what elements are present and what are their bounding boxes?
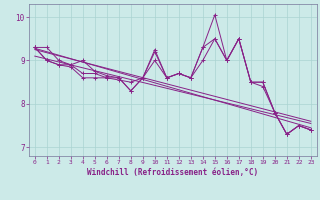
X-axis label: Windchill (Refroidissement éolien,°C): Windchill (Refroidissement éolien,°C) [87,168,258,177]
